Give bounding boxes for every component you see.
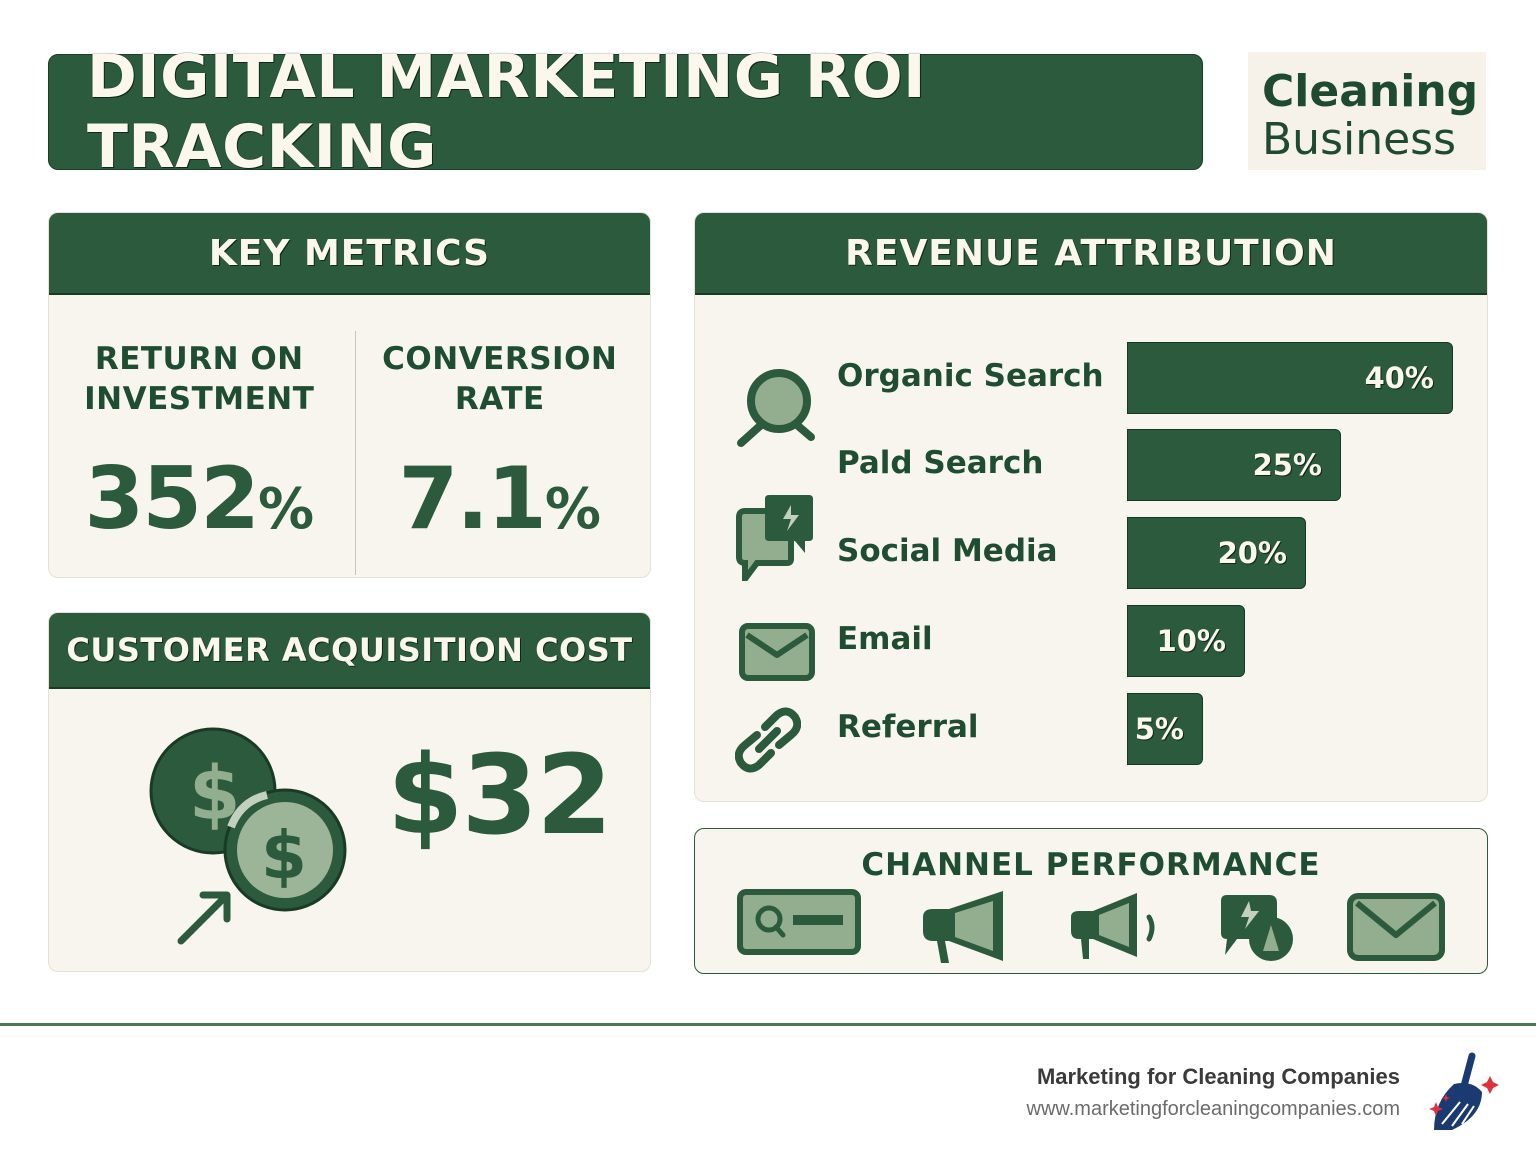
revenue-attribution-card: REVENUE ATTRIBUTION Organic Search 40% P… — [694, 212, 1488, 802]
channel-performance-card: CHANNEL PERFORMANCE — [694, 828, 1488, 974]
attribution-row-referral: Referral 5% — [695, 693, 1487, 765]
footer-url[interactable]: www.marketingforcleaningcompanies.com — [1026, 1098, 1401, 1120]
roi-label-line-1: RETURN ON — [94, 341, 304, 377]
roi-value: 352% — [84, 449, 314, 549]
attribution-bar: 25% — [1127, 429, 1341, 501]
cac-value: $32 — [387, 731, 613, 859]
roi-label-line-2: INVESTMENT — [84, 381, 315, 417]
title-banner: DIGITAL MARKETING ROI TRACKING — [48, 42, 1203, 182]
channel-label: Pald Search — [837, 445, 1044, 481]
envelope-icon — [739, 623, 815, 681]
social-chat-icon — [1221, 895, 1293, 961]
cac-heading: CUSTOMER ACQUISITION COST — [49, 613, 650, 689]
key-metrics-heading: KEY METRICS — [49, 213, 650, 295]
chat-bubbles-icon — [736, 495, 813, 581]
page-title: DIGITAL MARKETING ROI TRACKING — [87, 42, 926, 182]
channel-label: Email — [837, 621, 933, 657]
footer-company-name: Marketing for Cleaning Companies — [1036, 1064, 1400, 1089]
link-icon — [735, 707, 801, 773]
conversion-rate-metric: CONVERSION RATE 7.1% — [350, 295, 651, 577]
revenue-attribution-heading: REVENUE ATTRIBUTION — [695, 213, 1487, 295]
attribution-bar: 40% — [1127, 342, 1453, 414]
metrics-divider — [355, 331, 356, 575]
conversion-label-line-1: CONVERSION — [382, 341, 618, 377]
conversion-label-line-2: RATE — [454, 381, 545, 417]
channel-label: Organic Search — [837, 358, 1104, 394]
broom-sparkle-icon — [1429, 1052, 1499, 1130]
attribution-bar: 5% — [1127, 693, 1203, 765]
roi-unit: % — [257, 477, 315, 542]
brand-line-2: Business — [1262, 114, 1457, 165]
brand-line-1: Cleaning — [1262, 66, 1479, 117]
brand-label: Cleaning Business — [1248, 52, 1486, 170]
attribution-row-social-media: Social Media 20% — [695, 517, 1487, 589]
conversion-number: 7.1 — [398, 449, 547, 549]
roi-number: 352 — [84, 449, 260, 549]
coins-dollar-icon: $ $ — [149, 727, 347, 945]
conversion-value: 7.1% — [399, 449, 601, 549]
channel-label: Referral — [837, 709, 979, 745]
channel-performance-heading: CHANNEL PERFORMANCE — [861, 847, 1321, 883]
attribution-bar: 10% — [1127, 605, 1245, 677]
customer-acquisition-cost-card: CUSTOMER ACQUISITION COST $ $ $32 — [48, 612, 651, 972]
footer-divider — [0, 1023, 1536, 1026]
search-bar-icon — [737, 889, 861, 955]
attribution-row-email: Email 10% — [695, 605, 1487, 677]
attribution-row-paid-search: Pald Search 25% — [695, 429, 1487, 501]
magnifier-icon — [737, 369, 815, 447]
key-metrics-card: KEY METRICS RETURN ON INVESTMENT 352% CO… — [48, 212, 651, 578]
channel-label: Social Media — [837, 533, 1058, 569]
roi-metric: RETURN ON INVESTMENT 352% — [49, 295, 350, 577]
attribution-row-organic-search: Organic Search 40% — [695, 342, 1487, 414]
conversion-unit: % — [544, 477, 601, 542]
megaphone-icon — [923, 891, 1003, 963]
megaphone-sound-icon — [1071, 893, 1155, 959]
attribution-bar: 20% — [1127, 517, 1306, 589]
envelope-icon — [1347, 893, 1445, 961]
svg-text:$: $ — [261, 817, 307, 894]
